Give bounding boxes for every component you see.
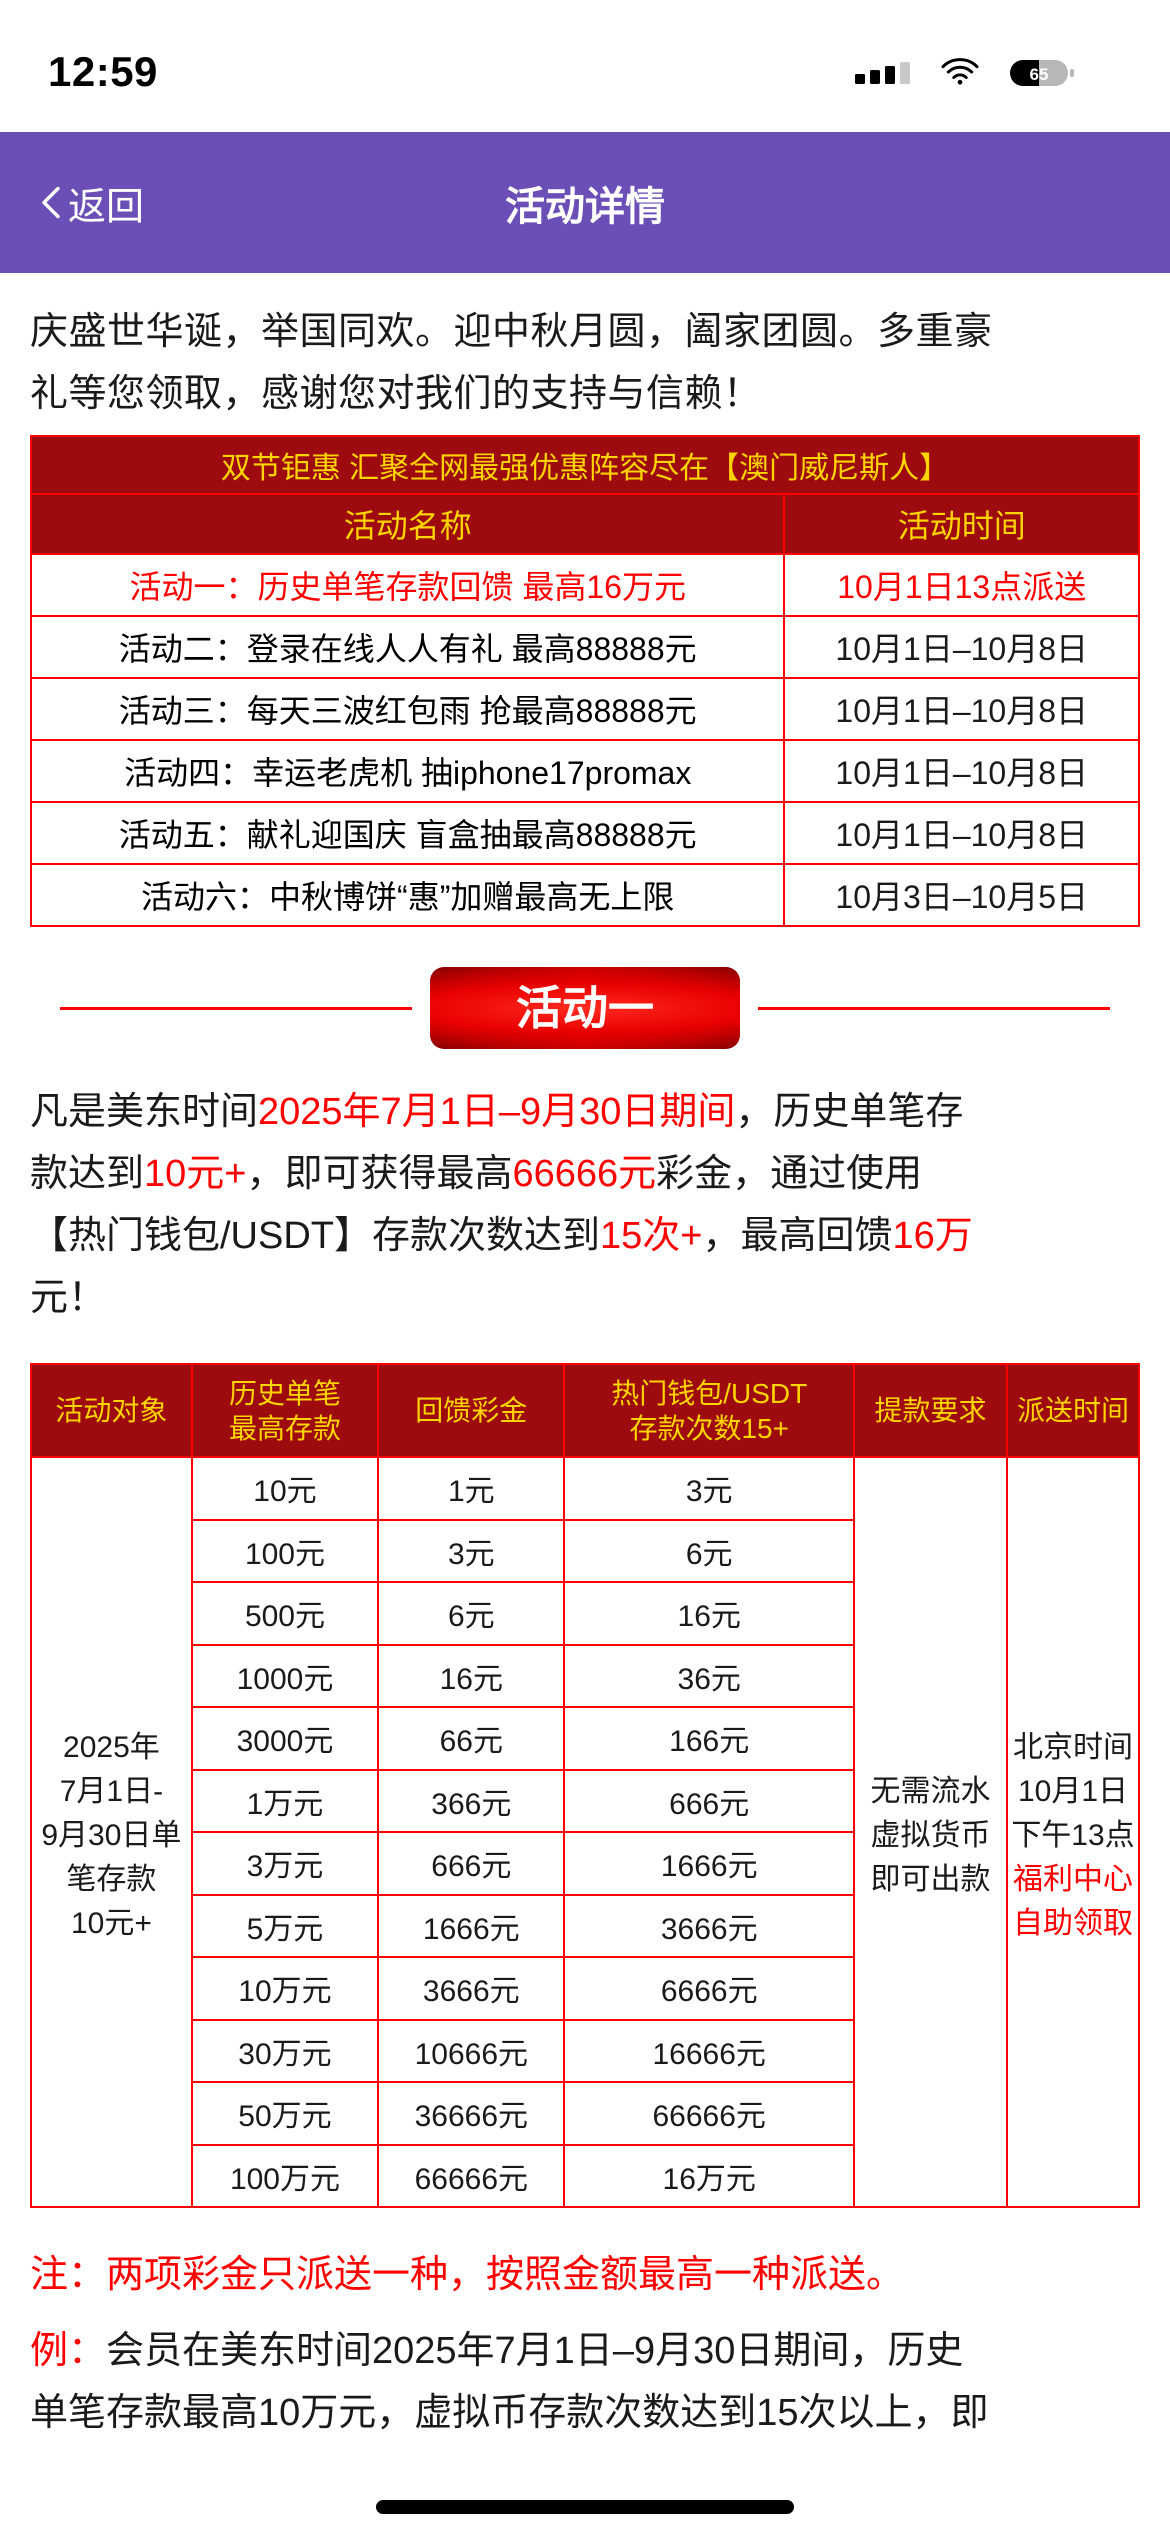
svg-text:65: 65 xyxy=(1030,65,1049,84)
